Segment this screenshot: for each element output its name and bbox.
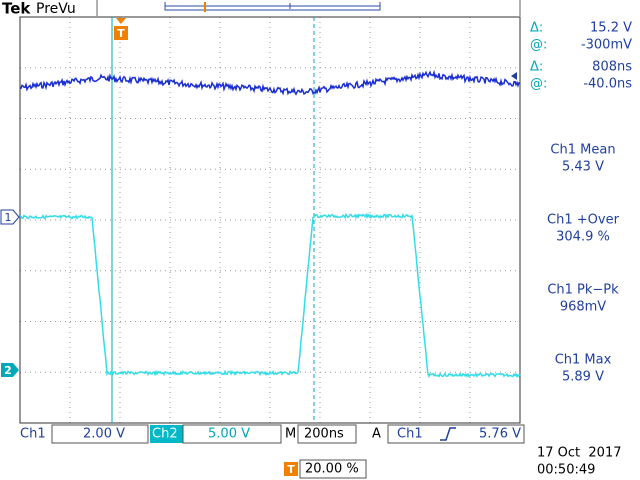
ch2-marker-label: 2 <box>4 364 12 377</box>
trigger-position-icon <box>284 462 298 476</box>
timebase-label: M <box>285 427 296 442</box>
trigger-label: A <box>372 427 381 442</box>
cursor-label: @: <box>530 38 547 53</box>
ch2-marker: 2 <box>1 363 19 377</box>
ch2-trace <box>19 212 521 379</box>
trigger-slope <box>440 427 456 441</box>
cursor-value: -40.0ns <box>583 77 632 92</box>
measurement-value: 304.9 % <box>556 230 610 245</box>
cursor-label: Δ: <box>530 21 543 36</box>
time: 00:50:49 <box>537 463 595 478</box>
ch1-trace <box>19 69 521 96</box>
measurements: Ch1 Mean 5.43 V Ch1 +Over 304.9 % Ch1 Pk−Pk 9… <box>547 143 620 385</box>
ch2-label-box <box>150 425 183 443</box>
measurement-label: Ch1 +Over <box>547 213 620 228</box>
measurement-value: 968mV <box>560 300 606 315</box>
ch1-label: Ch1 <box>20 427 46 442</box>
measurement-value: 5.43 V <box>562 160 604 175</box>
measurement-label: Ch1 Pk−Pk <box>547 283 619 298</box>
trigger-marker: T <box>114 18 128 40</box>
timebase-box <box>297 424 357 444</box>
mode: PreVu <box>36 1 76 17</box>
ch1-marker-label: 1 <box>5 211 12 224</box>
brand: Tek <box>2 0 31 18</box>
measurement-value: 5.89 V <box>562 370 604 385</box>
ch1-scale: 2.00 V <box>83 427 125 442</box>
graticule-border <box>19 16 521 424</box>
trigger-box <box>387 424 525 444</box>
trigger-position: 20.00 % <box>305 462 359 477</box>
record-bar <box>164 2 381 12</box>
measurement-label: Ch1 Max <box>555 353 612 368</box>
trigger-position-box <box>299 459 367 479</box>
cursor-value: 808ns <box>592 60 632 75</box>
cursor-label: @: <box>530 77 547 92</box>
date: 17 Oct 2017 <box>537 446 622 461</box>
cursor-label: Δ: <box>530 60 543 75</box>
trigger-level: 5.76 V <box>479 427 521 442</box>
timebase: 200ns <box>304 427 344 442</box>
ch1-marker: 1 <box>0 209 20 225</box>
ch1-level-arrow <box>511 72 517 80</box>
ch2-label: Ch2 <box>152 427 178 442</box>
cursor-value: -300mV <box>581 38 632 53</box>
trigger-source: Ch1 <box>397 427 423 442</box>
measurement-label: Ch1 Mean <box>550 143 615 158</box>
status-bar: Ch1 2.00 V Ch2 5.00 V M 200ns A Ch1 5.76… <box>20 424 622 479</box>
cursor-value: 15.2 V <box>590 21 632 36</box>
ch2-scale-box <box>182 424 282 444</box>
ch2-scale: 5.00 V <box>208 427 250 442</box>
trigger-position-icon-label: T <box>287 463 295 476</box>
ch1-scale-box <box>51 424 149 444</box>
trigger-marker-label: T <box>117 27 125 40</box>
